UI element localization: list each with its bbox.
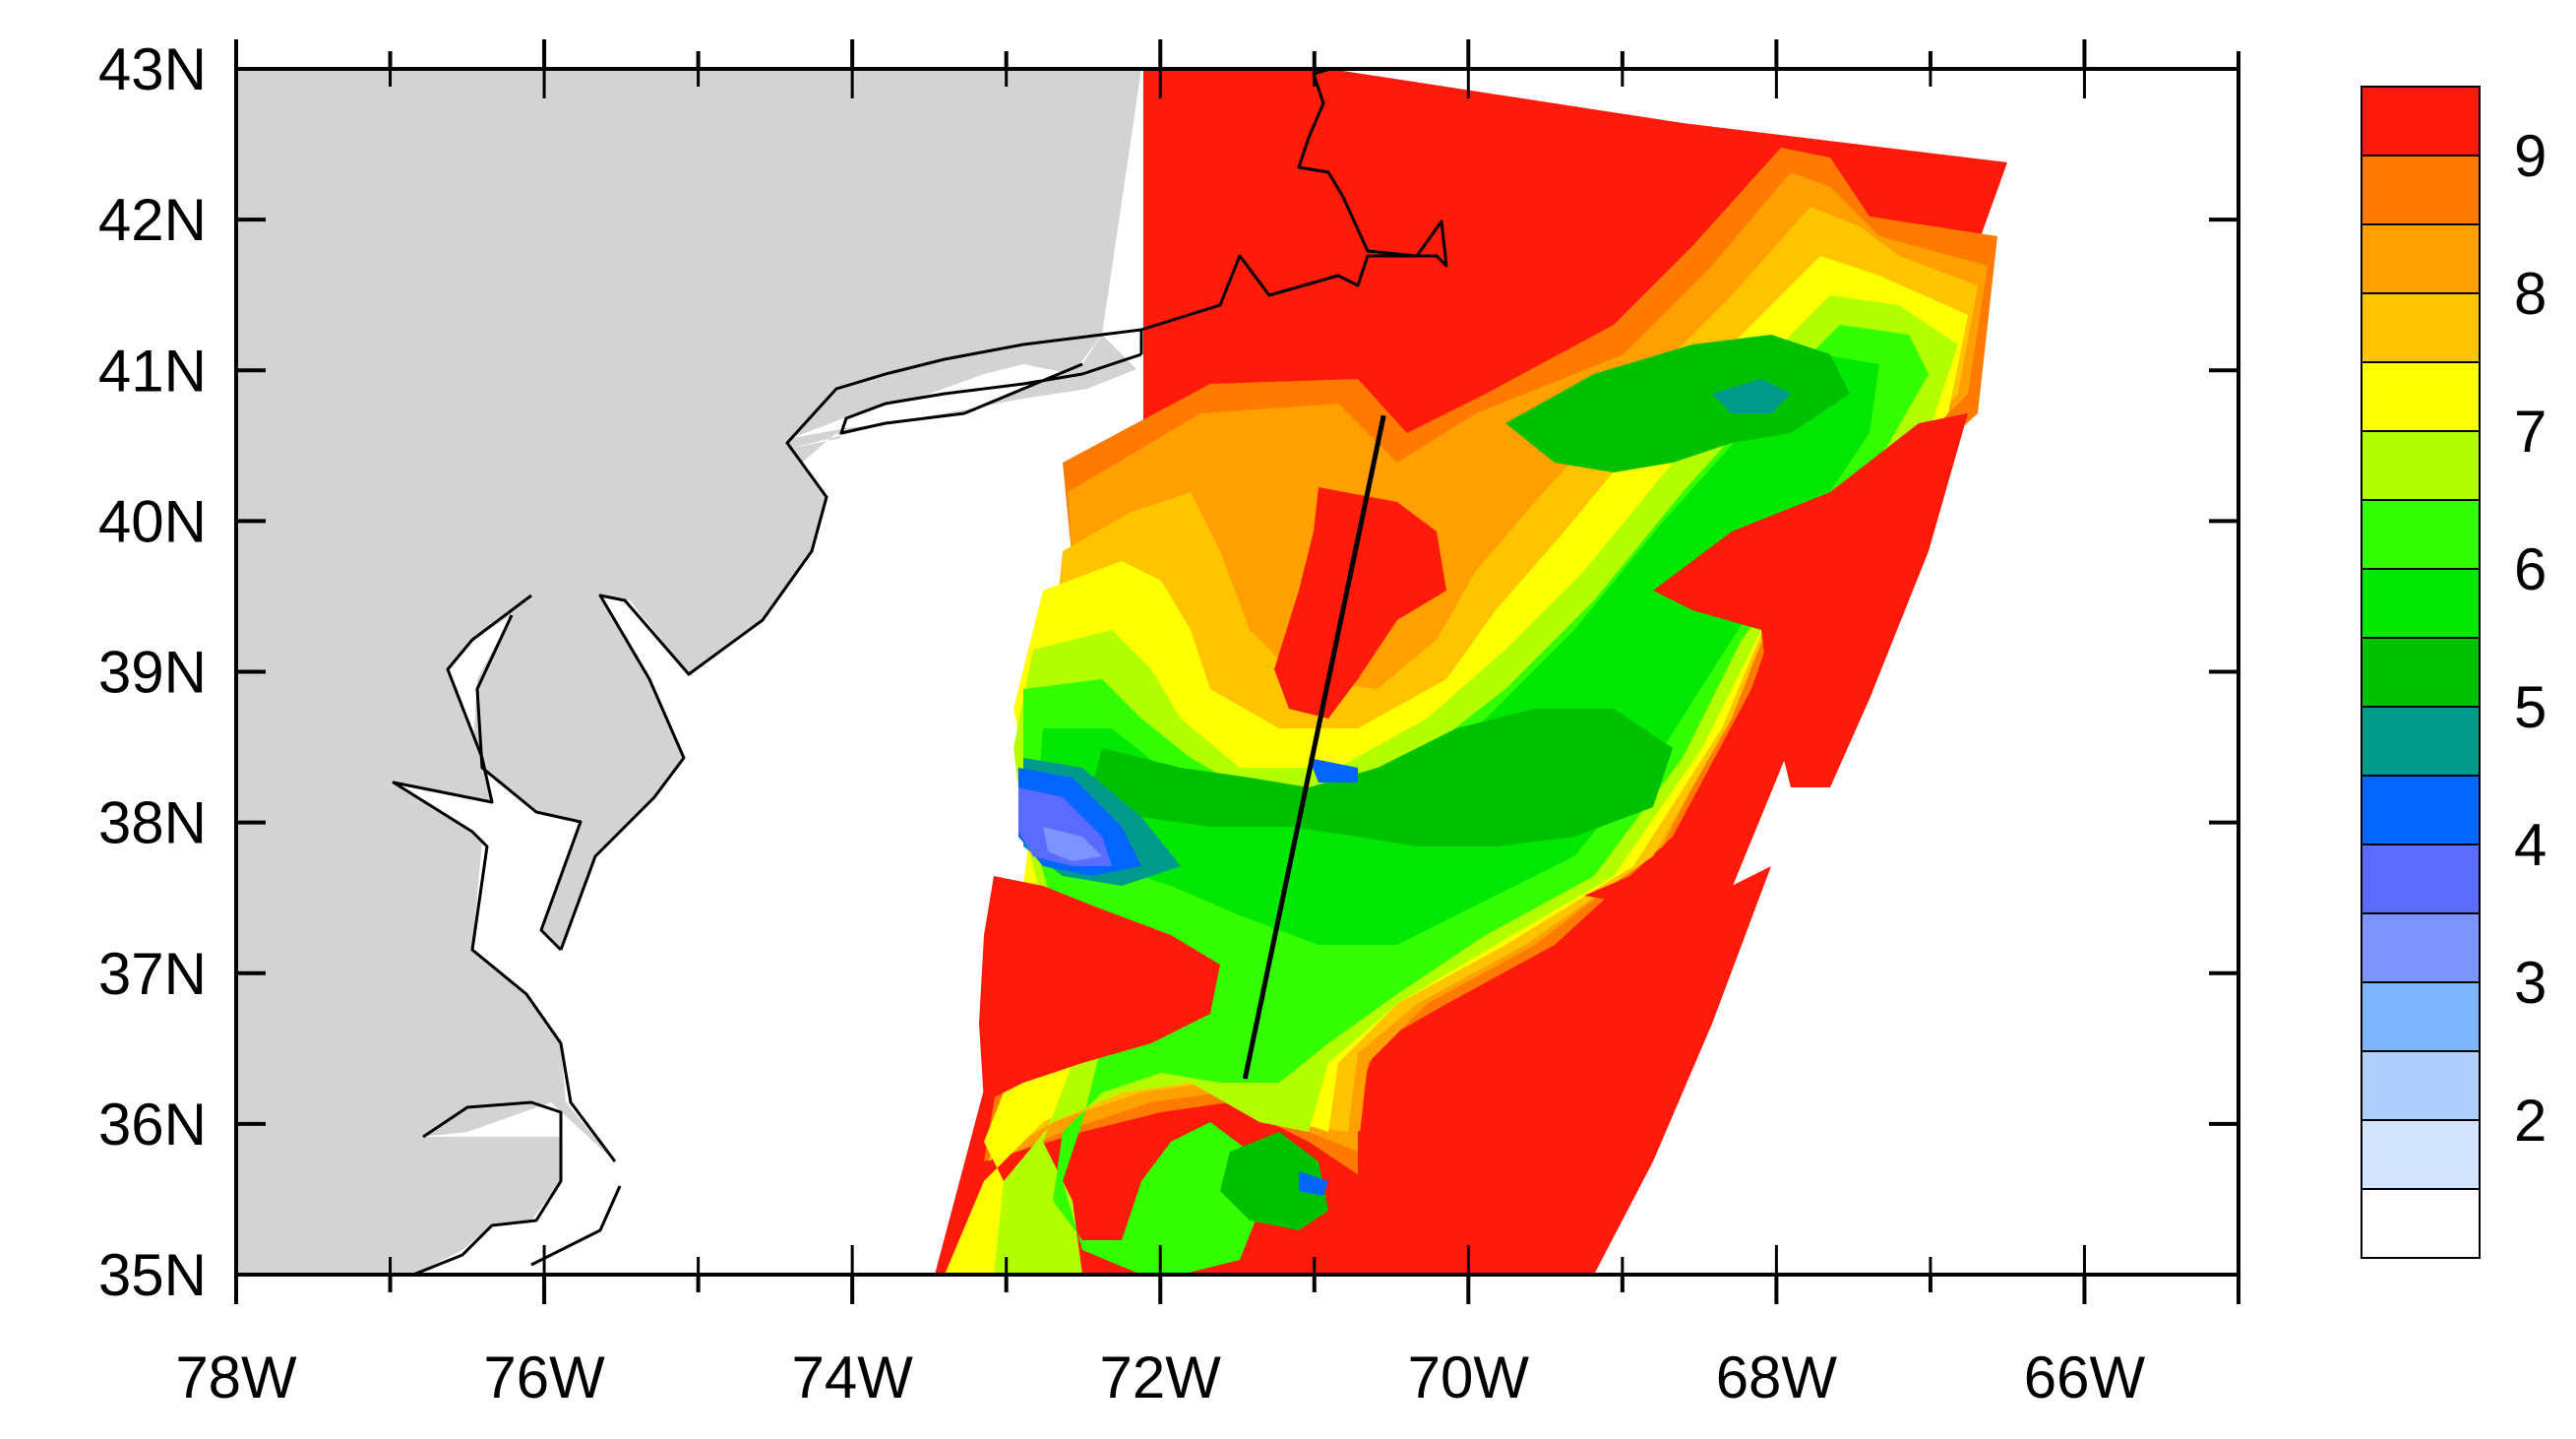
colorbar-label: 6 <box>2514 536 2546 602</box>
contour-teal-small-3 <box>1299 1171 1328 1196</box>
colorbar-label: 9 <box>2514 123 2546 189</box>
lat-tick-label: 43N <box>98 36 207 102</box>
colorbar-swatch <box>2361 775 2481 845</box>
contour-red-east <box>1653 413 1968 787</box>
lat-tick-label: 38N <box>98 790 207 856</box>
colorbar-swatch <box>2361 912 2481 983</box>
colorbar-swatch <box>2361 637 2481 708</box>
lat-tick-label: 40N <box>98 488 207 554</box>
data-swath <box>935 69 2007 1275</box>
colorbar: 9 8 7 6 5 4 3 2 <box>2361 86 2546 1259</box>
colorbar-label: 8 <box>2514 261 2546 327</box>
contour-periwinkle-west <box>1043 827 1102 861</box>
coastline <box>392 69 1448 1275</box>
colorbar-swatch <box>2361 499 2481 570</box>
colorbar-swatch <box>2361 1188 2481 1259</box>
lat-tick-label: 42N <box>98 187 207 253</box>
contour-red-southeast <box>1358 866 1771 1275</box>
transect-line <box>1242 414 1386 1080</box>
lon-tick-label: 76W <box>483 1345 605 1410</box>
lon-tick-label: 66W <box>2024 1345 2146 1410</box>
colorbar-swatch <box>2361 844 2481 914</box>
contour-teal-small-2 <box>1309 758 1358 782</box>
lat-tick-label: 37N <box>98 941 207 1007</box>
colorbar-swatch <box>2361 568 2481 639</box>
lon-tick-label: 68W <box>1716 1345 1838 1410</box>
colorbar-swatch <box>2361 155 2481 225</box>
contour-red-streak <box>1584 856 1692 901</box>
colorbar-label: 2 <box>2514 1088 2546 1154</box>
lat-tick-label: 36N <box>98 1092 207 1157</box>
lon-tick-label: 78W <box>175 1345 297 1410</box>
lon-tick-label: 72W <box>1100 1345 1222 1410</box>
latitude-axis: 43N 42N 41N 40N 39N 38N 37N 36N 35N <box>98 36 2239 1308</box>
lat-tick-label: 39N <box>98 640 207 706</box>
contour-red-center <box>1274 487 1446 719</box>
colorbar-label: 4 <box>2514 812 2546 878</box>
colorbar-swatch <box>2361 706 2481 777</box>
colorbar-label: 3 <box>2514 950 2546 1016</box>
longitude-axis: 78W 76W 74W 72W 70W 68W 66W <box>175 39 2240 1410</box>
contour-red-southwest <box>979 876 1220 1102</box>
colorbar-swatch <box>2361 430 2481 501</box>
colorbar-label: 7 <box>2514 399 2546 465</box>
lat-tick-label: 35N <box>98 1242 207 1308</box>
colorbar-swatch <box>2361 223 2481 294</box>
contour-darkgreen-center <box>1092 709 1673 846</box>
colorbar-swatch <box>2361 86 2481 156</box>
colorbar-swatch <box>2361 361 2481 432</box>
lon-tick-label: 74W <box>791 1345 913 1410</box>
contour-darkgreen-south <box>1220 1132 1328 1230</box>
contour-teal-small-1 <box>1712 379 1791 413</box>
lat-tick-label: 41N <box>98 338 207 404</box>
contour-darkgreen-east <box>1505 335 1850 472</box>
land-mass <box>236 69 1141 1275</box>
colorbar-label: 5 <box>2514 674 2546 740</box>
colorbar-swatch <box>2361 1050 2481 1121</box>
lon-tick-label: 70W <box>1408 1345 1530 1410</box>
colorbar-swatch <box>2361 1119 2481 1190</box>
colorbar-swatch <box>2361 981 2481 1052</box>
colorbar-swatch <box>2361 292 2481 363</box>
